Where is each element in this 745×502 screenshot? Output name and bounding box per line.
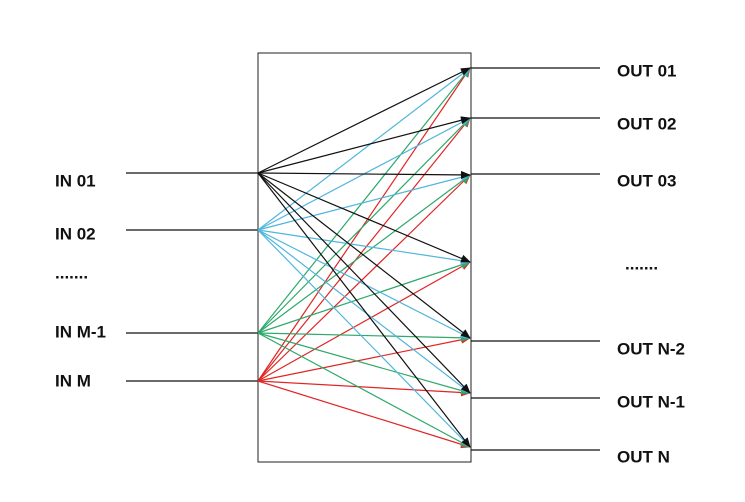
connection — [257, 172, 471, 339]
connection — [257, 172, 471, 448]
connection — [257, 332, 471, 342]
connection — [257, 174, 471, 334]
connection — [257, 173, 471, 231]
connection — [257, 67, 471, 334]
input-label: ....... — [55, 263, 88, 282]
wires — [126, 67, 600, 451]
input-label: IN M — [55, 371, 91, 390]
switch-box — [257, 52, 472, 463]
connection — [257, 172, 471, 263]
connection — [257, 67, 471, 174]
connection — [257, 229, 471, 265]
connection — [257, 332, 471, 395]
connection — [257, 67, 471, 382]
connection — [257, 116, 471, 174]
connection — [257, 380, 471, 397]
output-label: OUT N-2 — [617, 339, 685, 358]
connection — [257, 335, 471, 382]
connection — [257, 229, 471, 394]
output-label: OUT N-1 — [617, 392, 685, 411]
connection — [257, 261, 471, 382]
output-label: OUT 02 — [617, 114, 677, 133]
output-label: ....... — [625, 254, 658, 273]
input-label: IN 01 — [55, 171, 96, 190]
connection — [257, 172, 471, 394]
connection — [257, 229, 471, 339]
connection — [257, 229, 471, 448]
input-label: IN M-1 — [55, 322, 106, 341]
connection — [257, 174, 471, 382]
labels: IN 01 IN 02....... IN M-1 IN M OUT 01 OUT 02 O… — [55, 61, 685, 466]
connection — [257, 332, 471, 448]
connection — [257, 117, 471, 382]
output-label: OUT 03 — [617, 171, 677, 190]
connection — [257, 380, 471, 449]
output-label: OUT N — [617, 447, 670, 466]
connection — [257, 261, 471, 334]
connection — [257, 170, 471, 179]
connection — [257, 117, 471, 334]
connection — [257, 67, 471, 231]
input-label: IN 02 — [55, 224, 96, 243]
output-label: OUT 01 — [617, 61, 677, 80]
